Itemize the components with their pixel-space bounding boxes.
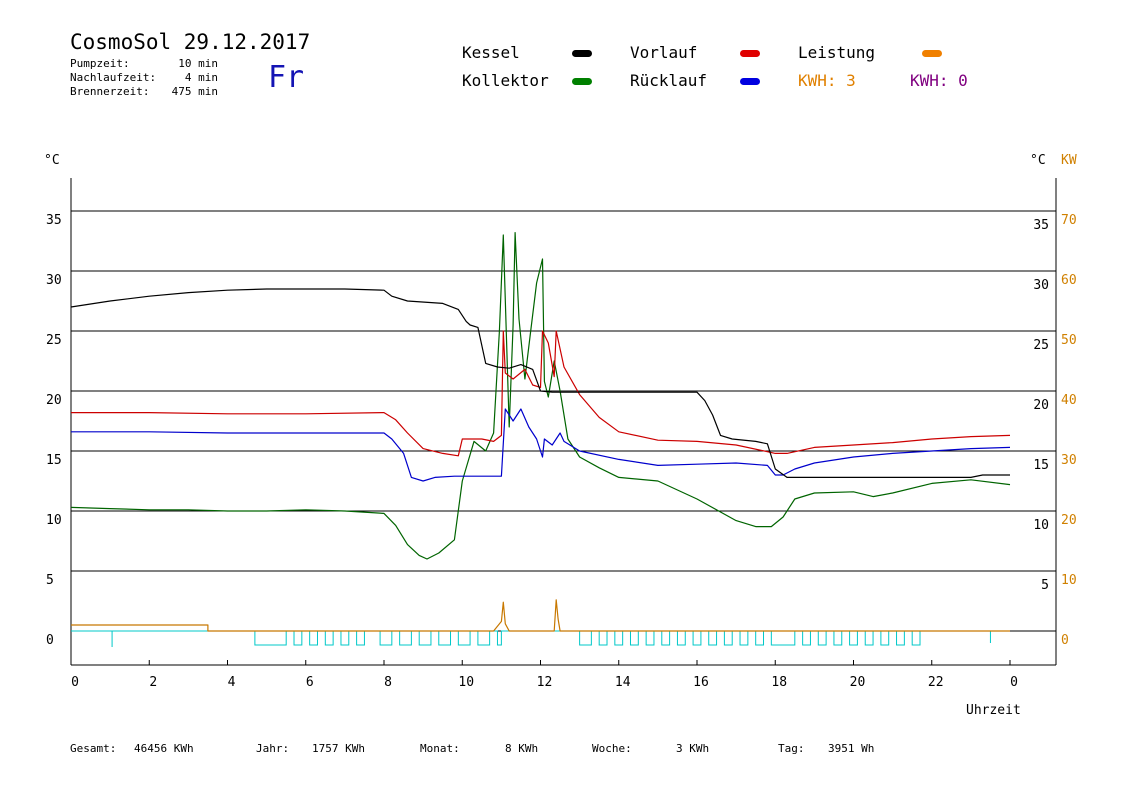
- y-tick-right-kw-label: 40: [1061, 393, 1077, 408]
- stat-brennerzeit: Brennerzeit:: [70, 85, 149, 99]
- weekday-label: Fr: [268, 60, 305, 95]
- footer-gesamt-label: Gesamt:: [70, 742, 117, 755]
- footer-woche-value: 3 KWh: [676, 742, 710, 755]
- x-tick-label: 6: [306, 675, 314, 690]
- y-axis-right-unit-kw: KW: [1061, 153, 1077, 168]
- x-tick-label: 2: [149, 675, 157, 690]
- y-tick-left-label: 30: [46, 273, 62, 288]
- y-tick-right-temp-label: 35: [1033, 218, 1049, 233]
- tick-labels: 0 2 4 6 8 10 12 14 16 18 20 22 035302520151050353025…: [44, 153, 1077, 718]
- stat-pumpzeit: Pumpzeit:: [70, 57, 130, 71]
- footer-tag-label: Tag:: [778, 742, 805, 755]
- x-tick-label: 4: [228, 675, 236, 690]
- y-tick-left-label: 5: [46, 573, 54, 588]
- stat-brennerzeit-value: 475 min: [171, 85, 218, 98]
- legend-ruecklauf-swatch: [740, 78, 760, 85]
- y-tick-right-kw-label: 60: [1061, 273, 1077, 288]
- y-tick-right-temp-label: 30: [1033, 278, 1049, 293]
- stat-pumpzeit-label: Pumpzeit:: [70, 57, 130, 70]
- x-tick-label: 18: [771, 675, 787, 690]
- footer-woche-label: Woche:: [592, 742, 632, 755]
- footer-gesamt-value: 46456 KWh: [134, 742, 194, 755]
- y-tick-right-kw-label: 20: [1061, 513, 1077, 528]
- series-line-leistung: [71, 599, 1010, 632]
- footer-monat-value: 8 KWh: [505, 742, 539, 755]
- legend-leistung-swatch: [922, 50, 942, 57]
- stat-pumpzeit-value: 10 min: [178, 57, 218, 70]
- y-tick-right-temp-label: 20: [1033, 398, 1049, 413]
- y-tick-right-kw-label: 0: [1061, 633, 1069, 648]
- series-group: [70, 232, 1011, 647]
- y-tick-right-kw-label: 70: [1061, 213, 1077, 228]
- series-line-ruecklauf: [71, 408, 1011, 482]
- x-tick-label: 20: [850, 675, 866, 690]
- chart-title: CosmoSol 29.12.2017: [70, 30, 311, 54]
- legend-vorlauf-swatch: [740, 50, 760, 57]
- y-tick-left-label: 25: [46, 333, 62, 348]
- x-tick-label: 8: [384, 675, 392, 690]
- y-tick-left-label: 10: [46, 513, 62, 528]
- stat-nachlaufzeit-value: 4 min: [184, 71, 218, 84]
- legend-kollektor-label: Kollektor: [462, 71, 549, 90]
- axes: [70, 178, 1057, 666]
- footer-jahr-value: 1757 KWh: [312, 742, 365, 755]
- x-tick-label: 0: [1010, 675, 1018, 690]
- y-tick-left-label: 0: [46, 633, 54, 648]
- stat-nachlaufzeit-label: Nachlaufzeit:: [70, 71, 157, 84]
- y-axis-right-unit-temp: °C: [1030, 153, 1046, 168]
- footer-jahr-label: Jahr:: [256, 742, 290, 755]
- y-tick-right-kw-label: 50: [1061, 333, 1077, 348]
- legend-kessel-swatch: [572, 50, 592, 57]
- y-tick-left-label: 20: [46, 393, 62, 408]
- y-tick-right-temp-label: 15: [1033, 458, 1049, 473]
- y-tick-right-kw-label: 30: [1061, 453, 1077, 468]
- y-tick-right-temp-label: 5: [1041, 578, 1049, 593]
- footer-tag-value: 3951 Wh: [828, 742, 875, 755]
- footer-monat-label: Monat:: [420, 742, 460, 755]
- x-tick-label: 12: [537, 675, 553, 690]
- x-tick-label: 10: [458, 675, 474, 690]
- series-line-kessel: [70, 288, 1010, 478]
- gridlines: [71, 210, 1056, 632]
- x-axis-label: Uhrzeit: [966, 703, 1021, 718]
- stat-brennerzeit-label: Brennerzeit:: [70, 85, 150, 98]
- legend-kollektor-swatch: [572, 78, 592, 85]
- legend-kessel-label: Kessel: [462, 43, 520, 62]
- series-line-vorlauf: [71, 330, 1011, 457]
- y-tick-right-temp-label: 10: [1033, 518, 1049, 533]
- legend-vorlauf-label: Vorlauf: [630, 43, 698, 62]
- legend-ruecklauf-label: Rücklauf: [630, 71, 708, 90]
- y-axis-left-unit: °C: [44, 153, 60, 168]
- x-tick-label: 14: [615, 675, 631, 690]
- x-tick-label: 16: [693, 675, 709, 690]
- pump-state-trace: [71, 630, 1010, 646]
- y-tick-left-label: 35: [46, 213, 62, 228]
- x-tick-label: 22: [928, 675, 944, 690]
- series-line-kollektor: [70, 232, 1011, 560]
- y-tick-right-kw-label: 10: [1061, 573, 1077, 588]
- legend-leistung-label: Leistung: [798, 43, 876, 62]
- kwh-left-label: KWH: 3: [798, 71, 856, 90]
- kwh-right-label: KWH: 0: [910, 71, 968, 90]
- stat-nachlaufzeit: Nachlaufzeit:: [70, 71, 156, 85]
- x-tick-label: 0: [71, 675, 79, 690]
- y-tick-right-temp-label: 25: [1033, 338, 1049, 353]
- y-tick-left-label: 15: [46, 453, 62, 468]
